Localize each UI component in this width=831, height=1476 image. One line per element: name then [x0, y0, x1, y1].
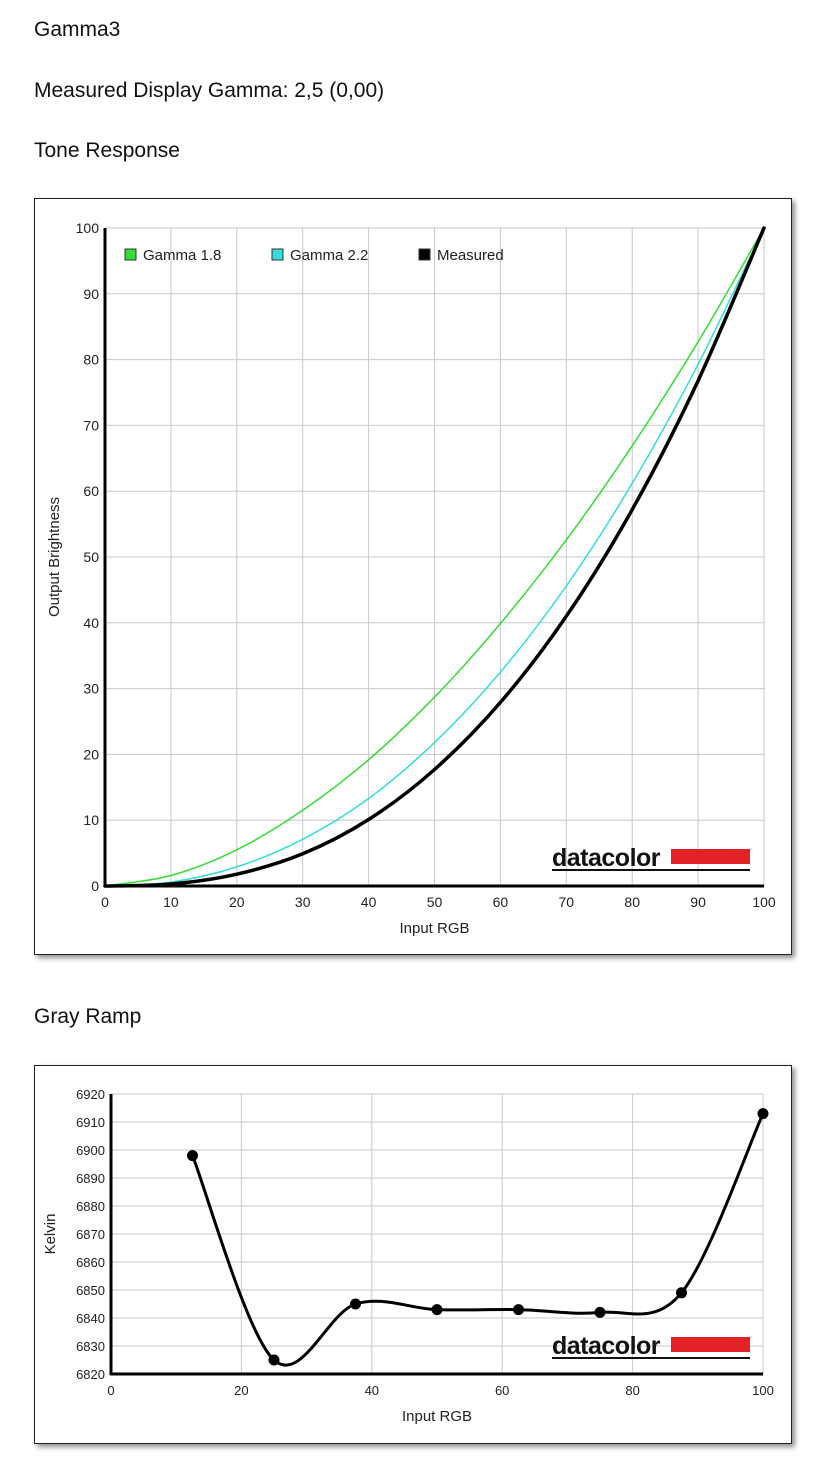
- x-tick-label: 60: [495, 1383, 509, 1398]
- y-tick-label: 0: [91, 878, 99, 894]
- legend-swatch: [124, 248, 137, 261]
- y-tick-label: 90: [83, 286, 99, 302]
- y-tick-label: 100: [76, 220, 100, 236]
- y-tick-label: 80: [83, 352, 99, 368]
- y-tick-label: 60: [83, 483, 99, 499]
- y-axis-label: Output Brightness: [46, 497, 63, 617]
- y-axis-label: Kelvin: [42, 1214, 59, 1255]
- x-tick-label: 0: [101, 894, 109, 910]
- tone-response-panel: 0 10 20 30 40 50 60 70 80 90 100 0 10 20 30 40 50 60 70 80 9…: [34, 198, 792, 955]
- x-tick-label: 100: [752, 1383, 774, 1398]
- y-tick-label: 6890: [76, 1171, 105, 1186]
- data-point: [431, 1304, 443, 1316]
- y-tick-label: 6910: [76, 1115, 105, 1130]
- y-tick-label: 6860: [76, 1255, 105, 1270]
- x-tick-label: 40: [361, 894, 377, 910]
- tone-response-chart: 0 10 20 30 40 50 60 70 80 90 100 0 10 20 30 40 50 60 70 80 9…: [46, 220, 776, 937]
- legend-swatch: [271, 248, 284, 261]
- x-tick-label: 50: [427, 894, 443, 910]
- y-tick-label: 30: [83, 681, 99, 697]
- legend-label: Measured: [437, 247, 504, 264]
- y-tick-label: 70: [83, 417, 99, 433]
- x-tick-label: 20: [234, 1383, 248, 1398]
- x-tick-label: 70: [559, 894, 575, 910]
- y-tick-label: 6850: [76, 1283, 105, 1298]
- y-tick-label: 6900: [76, 1143, 105, 1158]
- data-point: [268, 1354, 280, 1366]
- x-tick-label: 0: [107, 1383, 114, 1398]
- datacolor-logo-bar: [671, 849, 750, 864]
- x-tick-label: 30: [295, 894, 311, 910]
- series-line-gamma-1-8: [104, 227, 765, 887]
- data-point: [513, 1304, 524, 1316]
- datacolor-logo-text: datacolor: [552, 1332, 661, 1360]
- y-tick-label: 6870: [76, 1227, 105, 1242]
- data-point: [676, 1287, 687, 1299]
- y-tick-label: 10: [83, 812, 99, 828]
- y-tick-label: 6830: [76, 1339, 105, 1354]
- data-point: [594, 1306, 606, 1318]
- x-tick-label: 40: [365, 1383, 379, 1398]
- series-line-series: [191, 1112, 765, 1367]
- x-tick-label: 10: [163, 894, 179, 910]
- legend-label: Gamma 1.8: [143, 247, 221, 264]
- x-axis-label: Input RGB: [399, 920, 469, 937]
- x-tick-label: 90: [690, 894, 706, 910]
- datacolor-logo-text: datacolor: [552, 844, 661, 872]
- x-axis-label: Input RGB: [402, 1408, 472, 1425]
- x-tick-label: 80: [624, 894, 640, 910]
- y-tick-label: 20: [83, 746, 99, 762]
- series-line-measured: [103, 226, 766, 888]
- gray-ramp-heading: Gray Ramp: [34, 1005, 142, 1028]
- y-tick-label: 50: [83, 549, 99, 565]
- legend-label: Gamma 2.2: [290, 247, 368, 264]
- measured-gamma-text: Measured Display Gamma: 2,5 (0,00): [34, 79, 385, 102]
- x-tick-label: 60: [493, 894, 509, 910]
- gray-ramp-chart: 0 20 40 60 80 100 6820 6830 6840 6850 6860 6870 6880…: [42, 1087, 774, 1425]
- y-tick-label: 6840: [76, 1311, 105, 1326]
- data-point: [757, 1108, 769, 1120]
- x-tick-label: 20: [229, 894, 245, 910]
- x-tick-label: 100: [752, 894, 776, 910]
- series-line-gamma-2-2: [104, 227, 765, 887]
- y-tick-label: 6920: [76, 1087, 105, 1102]
- data-point: [187, 1150, 198, 1162]
- gray-ramp-panel: 0 20 40 60 80 100 6820 6830 6840 6850 6860 6870 6880…: [34, 1065, 792, 1444]
- y-tick-label: 6880: [76, 1199, 105, 1214]
- datacolor-logo-bar: [671, 1337, 750, 1352]
- legend-swatch: [418, 248, 431, 261]
- page-title: Gamma3: [34, 18, 121, 41]
- data-point: [350, 1298, 361, 1310]
- x-tick-label: 80: [625, 1383, 639, 1398]
- y-tick-label: 6820: [76, 1367, 105, 1382]
- tone-response-heading: Tone Response: [34, 139, 180, 162]
- y-tick-label: 40: [83, 615, 99, 631]
